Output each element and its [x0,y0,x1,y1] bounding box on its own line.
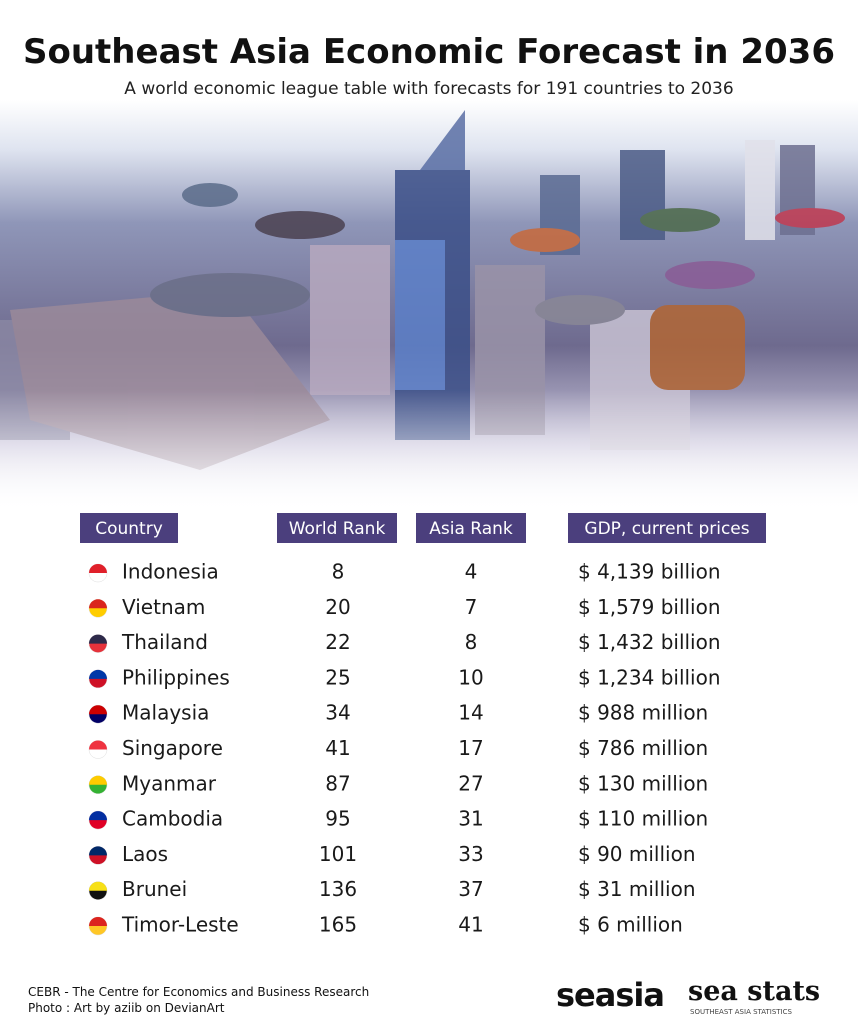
world-rank: 136 [319,877,357,901]
country: Thailand [121,630,208,654]
country: Malaysia [122,701,209,725]
asia-rank: 41 [458,913,483,937]
asia-rank: 14 [458,701,483,725]
gdp: $ 1,579 billion [578,595,721,619]
header-label: Country [95,519,163,539]
gdp: $ 31 million [578,877,696,901]
world-rank: 101 [319,842,357,866]
country: Singapore [122,736,223,760]
flag-part [89,599,107,609]
flag-part [89,811,107,821]
asia-rank: 33 [458,842,483,866]
gdp: $ 4,139 billion [578,560,721,584]
gdp: $ 1,234 billion [578,665,721,689]
asia-rank: 8 [465,630,478,654]
country: Brunei [122,877,187,901]
gdp: $ 786 million [578,736,708,760]
country: Cambodia [122,807,223,831]
flag-part [89,846,107,856]
title: Southeast Asia Economic Forecast in 2036 [23,32,835,72]
logo-seastats: sea stats [688,976,820,1007]
asia-rank: 27 [458,771,483,795]
logo-seastats-sub: SOUTHEAST ASIA STATISTICS [690,1008,793,1016]
table: Country World Rank Asia Rank GDP, current p… [80,513,766,937]
flag-part [89,917,107,926]
flag-part [89,881,107,891]
world-rank: 25 [325,665,350,689]
buildings [0,110,845,470]
source: CEBR - The Centre for Economics and Busi… [28,985,369,999]
flag-part [89,669,107,679]
header-cell [568,513,766,543]
header-cell [416,513,526,543]
flag-part [89,564,107,573]
asia-rank: 10 [458,665,483,689]
header-label: Asia Rank [429,519,513,539]
header-cell [277,513,397,543]
flag-part [89,705,107,715]
flag-part [89,740,107,750]
country: Laos [122,842,168,866]
world-rank: 95 [325,807,350,831]
logo-seasia: seasia [556,976,664,1014]
asia-rank: 4 [465,560,478,584]
flag-part [89,775,107,785]
country: Vietnam [122,595,205,619]
gdp: $ 130 million [578,771,708,795]
asia-rank: 31 [458,807,483,831]
world-rank: 34 [325,701,350,725]
country: Philippines [122,665,230,689]
asia-rank: 7 [465,595,478,619]
subtitle: A world economic league table with forec… [124,79,733,99]
world-rank: 87 [325,771,350,795]
world-rank: 41 [325,736,350,760]
world-rank: 22 [325,630,350,654]
header-cell [80,513,178,543]
gdp: $ 6 million [578,913,683,937]
gdp: $ 1,432 billion [578,630,721,654]
country: Myanmar [122,771,217,795]
world-rank: 165 [319,913,357,937]
header-label: World Rank [289,519,386,539]
country: Indonesia [122,560,219,584]
gdp: $ 90 million [578,842,696,866]
gdp: $ 988 million [578,701,708,725]
fade [0,390,858,515]
country: Timor-Leste [121,913,239,937]
photo-credit: Photo : Art by aziib on DevianArt [28,1001,225,1015]
world-rank: 8 [332,560,345,584]
flag-part [89,634,107,644]
asia-rank: 17 [458,736,483,760]
gdp: $ 110 million [578,807,708,831]
world-rank: 20 [325,595,350,619]
header-label: GDP, current prices [584,519,749,539]
asia-rank: 37 [458,877,483,901]
